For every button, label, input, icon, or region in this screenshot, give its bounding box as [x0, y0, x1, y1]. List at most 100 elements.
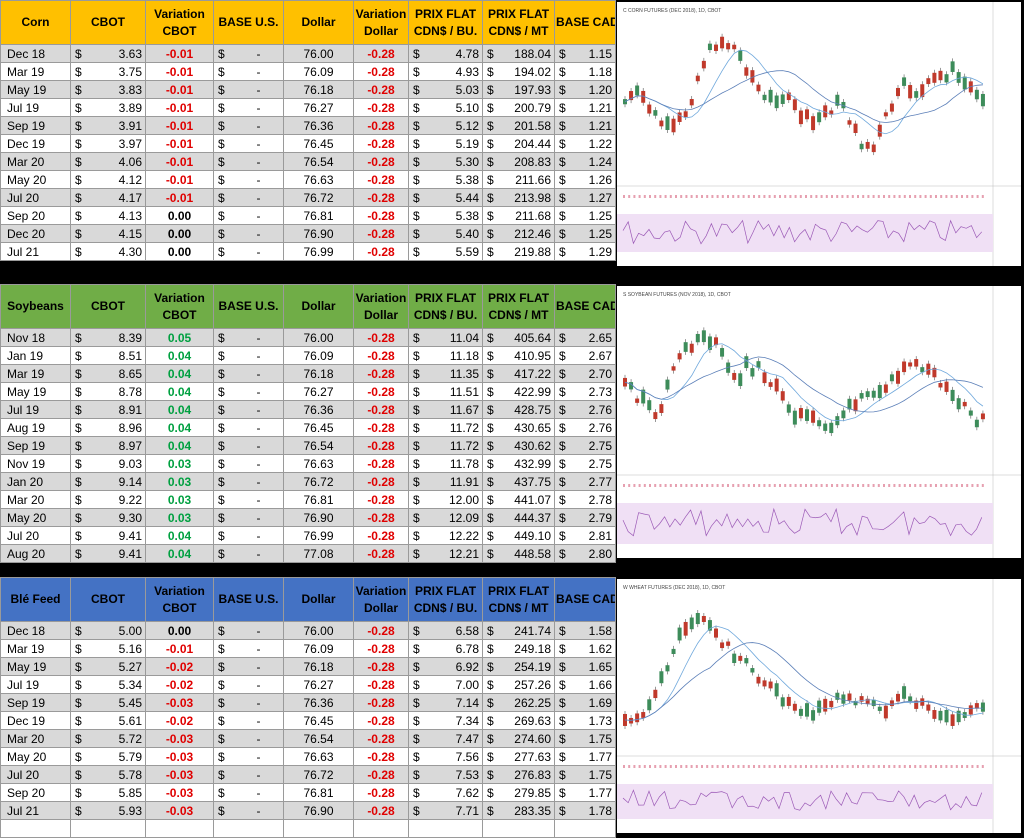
- cbot-cell: $4.12: [70, 170, 146, 189]
- prix-flat-mt-header: PRIX FLAT CDN$ / MT: [482, 0, 555, 45]
- variation-dollar-cell: -0.28: [353, 711, 409, 730]
- currency-symbol: $: [218, 348, 225, 363]
- variation-dollar-header-line: Variation: [355, 6, 407, 21]
- variation-dollar-cell: -0.28: [353, 44, 409, 63]
- base-us-header: BASE U.S.: [213, 284, 284, 329]
- prix-flat-mt-cell-value: 449.10: [514, 528, 551, 543]
- base-us-cell: $ -: [213, 526, 284, 545]
- currency-symbol: $: [413, 136, 420, 151]
- table-row: Jul 20 $4.17 -0.01 $ -76.72 -0.28 $5.44 $213.98…: [0, 188, 616, 207]
- base-us-cell: $ -: [213, 242, 284, 261]
- currency-symbol: $: [559, 64, 566, 79]
- commodity-name-header: Corn: [0, 0, 71, 45]
- prix-flat-bu-cell-value: 6.92: [455, 659, 479, 674]
- month-cell: Sep 19: [0, 436, 71, 455]
- base-us-cell-value: -: [256, 226, 261, 241]
- base-cad-cell-value: 2.76: [588, 420, 612, 435]
- base-cad-cell: $1.21: [554, 98, 616, 117]
- cbot-cell-value: 8.96: [118, 420, 142, 435]
- base-us-cell: $ -: [213, 418, 284, 437]
- base-cad-cell: $1.25: [554, 224, 616, 243]
- variation-dollar-header-line: Dollar: [363, 307, 398, 322]
- currency-symbol: $: [487, 803, 494, 818]
- variation-cbot-header-line: Variation: [154, 583, 205, 598]
- currency-symbol: $: [487, 64, 494, 79]
- base-us-cell: $ -: [213, 472, 284, 491]
- prix-flat-bu-cell: $7.62: [408, 783, 483, 802]
- currency-symbol: $: [559, 46, 566, 61]
- currency-symbol: $: [218, 456, 225, 471]
- base-us-cell: $ -: [213, 346, 284, 365]
- month-cell: Jul 20: [0, 526, 71, 545]
- table-row: Sep 19 $5.45 -0.03 $ -76.36 -0.28 $7.14 $262.25…: [0, 693, 616, 712]
- currency-symbol: $: [487, 348, 494, 363]
- currency-symbol: $: [487, 528, 494, 543]
- variation-cbot-header-line: CBOT: [162, 307, 197, 322]
- currency-symbol: $: [218, 474, 225, 489]
- prix-flat-mt-cell: $194.02: [482, 62, 555, 81]
- variation-cbot-header-line: CBOT: [162, 23, 197, 38]
- base-us-cell: $ -: [213, 134, 284, 153]
- dollar-cell: 76.90: [283, 508, 354, 527]
- prix-flat-mt-cell-value: 430.62: [514, 438, 551, 453]
- dollar-cell: 77.08: [283, 544, 354, 563]
- variation-cbot-cell: -0.01: [145, 134, 214, 153]
- cbot-cell-value: 4.15: [118, 226, 142, 241]
- commodity-name-header: Soybeans: [0, 284, 71, 329]
- variation-dollar-cell: -0.28: [353, 472, 409, 491]
- base-us-cell: $ -: [213, 44, 284, 63]
- chart-title: W WHEAT FUTURES (DEC 2018), 1D, CBOT: [623, 585, 725, 591]
- prix-flat-bu-cell: $5.59: [408, 242, 483, 261]
- base-us-cell-value: -: [256, 438, 261, 453]
- cbot-header: CBOT: [70, 284, 146, 329]
- base-us-cell: $ -: [213, 675, 284, 694]
- cbot-cell: $3.97: [70, 134, 146, 153]
- base-us-cell: $ -: [213, 657, 284, 676]
- prix-flat-mt-cell: $410.95: [482, 346, 555, 365]
- variation-dollar-cell: -0.28: [353, 783, 409, 802]
- base-us-cell-value: -: [256, 420, 261, 435]
- prix-flat-mt-cell: $197.93: [482, 80, 555, 99]
- base-cad-cell-value: 2.75: [588, 438, 612, 453]
- currency-symbol: $: [75, 713, 82, 728]
- cbot-cell-value: 3.89: [118, 100, 142, 115]
- prix-flat-bu-cell: $11.51: [408, 382, 483, 401]
- currency-symbol: $: [413, 244, 420, 259]
- base-us-cell-value: -: [256, 659, 261, 674]
- prix-flat-mt-cell: $249.18: [482, 639, 555, 658]
- prix-flat-bu-cell: $11.35: [408, 364, 483, 383]
- currency-symbol: $: [75, 100, 82, 115]
- currency-symbol: $: [75, 731, 82, 746]
- variation-cbot-cell: -0.03: [145, 783, 214, 802]
- prix-flat-bu-header: PRIX FLAT CDN$ / BU.: [408, 284, 483, 329]
- currency-symbol: $: [218, 154, 225, 169]
- base-cad-cell: $1.24: [554, 152, 616, 171]
- variation-cbot-cell: 0.03: [145, 454, 214, 473]
- currency-symbol: $: [75, 244, 82, 259]
- currency-symbol: $: [218, 713, 225, 728]
- prix-flat-bu-cell: $4.93: [408, 62, 483, 81]
- base-cad-header-label: BASE CAD: [556, 592, 616, 606]
- variation-dollar-cell: -0.28: [353, 62, 409, 81]
- base-cad-cell-value: 1.75: [588, 731, 612, 746]
- prix-flat-mt-cell: $254.19: [482, 657, 555, 676]
- variation-dollar-cell: -0.28: [353, 490, 409, 509]
- table-row: Mar 19 $3.75 -0.01 $ -76.09 -0.28 $4.93 $194.02…: [0, 62, 616, 81]
- soybeans-panel: Soybeans CBOT Variation CBOT BASE U.S. Dollar…: [0, 284, 1024, 563]
- variation-dollar-cell: -0.28: [353, 639, 409, 658]
- dollar-header-label: Dollar: [301, 299, 336, 313]
- table-row: Jan 19 $8.51 0.04 $ -76.09 -0.28 $11.18 $410.95…: [0, 346, 616, 365]
- currency-symbol: $: [559, 420, 566, 435]
- currency-symbol: $: [487, 172, 494, 187]
- prix-flat-mt-cell: $200.79: [482, 98, 555, 117]
- base-us-cell-value: -: [256, 208, 261, 223]
- cbot-cell-value: 5.93: [118, 803, 142, 818]
- cbot-cell-value: 8.97: [118, 438, 142, 453]
- base-us-cell-value: -: [256, 136, 261, 151]
- prix-flat-mt-cell-value: 448.58: [514, 546, 551, 561]
- base-cad-cell-value: 1.26: [588, 172, 612, 187]
- table-row: May 20 $4.12 -0.01 $ -76.63 -0.28 $5.38 $211.66…: [0, 170, 616, 189]
- prix-flat-bu-header: PRIX FLAT CDN$ / BU.: [408, 577, 483, 622]
- base-us-cell-value: -: [256, 731, 261, 746]
- currency-symbol: $: [487, 785, 494, 800]
